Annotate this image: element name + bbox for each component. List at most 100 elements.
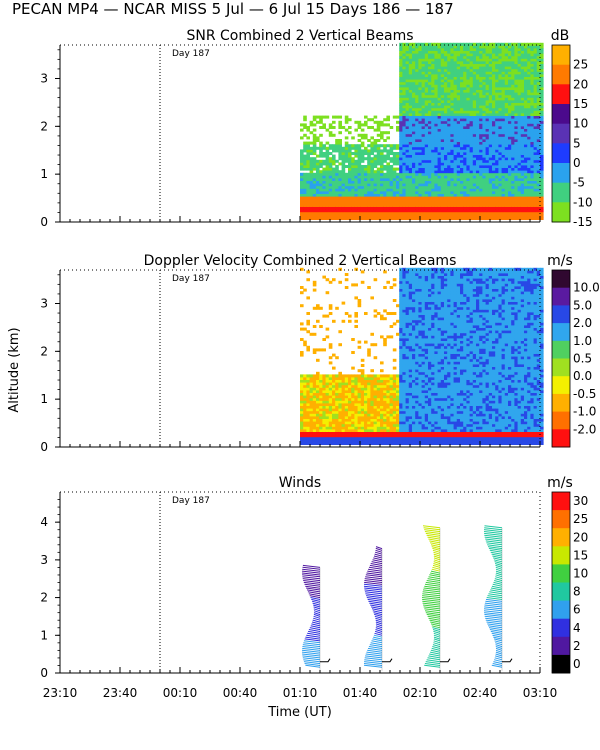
colorbar-swatch	[552, 358, 570, 377]
colorbar-swatch	[552, 376, 570, 395]
colorbar-swatch	[552, 45, 570, 66]
y-tick-label: 3	[40, 71, 48, 85]
y-tick-label: 0	[40, 440, 48, 454]
colorbar-label: -1.0	[573, 405, 596, 419]
colorbar-label: 6	[573, 603, 581, 617]
figure-title: PECAN MP4 — NCAR MISS 5 Jul — 6 Jul 15 D…	[12, 0, 454, 18]
wind-profile	[363, 546, 393, 672]
colorbar-swatch	[552, 340, 570, 359]
colorbar-label: -5	[573, 176, 585, 190]
panel-data	[300, 42, 544, 220]
doppler-panel: Day 187 0 1 2 3 Doppler Velocity Combined 2 V…	[40, 253, 599, 454]
y-tick-label: 2	[40, 119, 48, 133]
colorbar-swatch	[552, 429, 570, 448]
wind-profile	[421, 525, 451, 672]
y-tick-label: 3	[40, 296, 48, 310]
x-tick-label: 23:40	[103, 686, 138, 700]
colorbar-label: 2	[573, 639, 581, 653]
colorbar-label: -0.5	[573, 387, 596, 401]
colorbar-swatch	[552, 143, 570, 164]
colorbar: 10.0 5.0 2.0 1.0 0.5 0.0 -0.5 -1.0 -2.0	[551, 269, 600, 448]
colorbar-label: 2.0	[573, 316, 592, 330]
colorbar-swatch	[552, 582, 570, 602]
y-tick-label: 1	[40, 167, 48, 181]
colorbar-swatch	[552, 104, 570, 125]
colorbar-label: 20	[573, 530, 588, 544]
y-tick-label: 0	[40, 215, 48, 229]
unit-label: dB	[551, 28, 570, 44]
colorbar-label: -15	[573, 215, 593, 229]
day-marker-label: Day 187	[172, 496, 210, 506]
colorbar-label: 25	[573, 512, 588, 526]
colorbar-label: 15	[573, 548, 588, 562]
unit-label: m/s	[547, 253, 573, 269]
colorbar-swatch	[552, 411, 570, 430]
panel-title: Winds	[279, 475, 321, 491]
colorbar-swatch	[552, 270, 570, 289]
x-tick-label: 01:10	[283, 686, 318, 700]
colorbar-label: 0.0	[573, 369, 592, 383]
x-tick-label: 00:10	[163, 686, 198, 700]
colorbar-label: 1.0	[573, 334, 592, 348]
colorbar-swatch	[552, 305, 570, 324]
colorbar-label: 0	[573, 156, 581, 170]
colorbar-swatch	[552, 636, 570, 656]
y-tick-label: 3	[40, 553, 48, 567]
x-tick-label: 00:40	[223, 686, 258, 700]
colorbar-label: 0.5	[573, 352, 592, 366]
x-tick-labels: 23:10 23:40 00:10 00:40 01:10 01:40 02:10 02:40…	[43, 686, 558, 700]
y-tick-label: 1	[40, 628, 48, 642]
colorbar-label: 30	[573, 494, 588, 508]
colorbar-swatch	[552, 163, 570, 184]
colorbar-swatch	[552, 202, 570, 223]
colorbar-label: 15	[573, 97, 588, 111]
day-marker-label: Day 187	[172, 49, 210, 59]
colorbar-swatch	[552, 323, 570, 342]
x-tick-label: 02:40	[463, 686, 498, 700]
day-marker-label: Day 187	[172, 274, 210, 284]
y-tick-label: 2	[40, 591, 48, 605]
x-tick-label: 03:10	[523, 686, 558, 700]
colorbar-swatch	[552, 600, 570, 620]
panel-title: SNR Combined 2 Vertical Beams	[186, 28, 413, 44]
colorbar-swatch	[552, 618, 570, 638]
colorbar-swatch	[552, 528, 570, 547]
colorbar-swatch	[552, 123, 570, 144]
colorbar-label: 10.0	[573, 281, 600, 295]
y-tick-label: 0	[40, 666, 48, 680]
x-tick-label: 23:10	[43, 686, 78, 700]
wind-profile	[483, 525, 513, 672]
x-tick-label: 02:10	[403, 686, 438, 700]
colorbar-label: 5	[573, 136, 581, 150]
colorbar: 25 20 15 10 5 0 -5 -10 -15	[551, 44, 593, 229]
colorbar-swatch	[552, 654, 570, 674]
colorbar-label: 10	[573, 567, 588, 581]
colorbar-label: 4	[573, 621, 581, 635]
colorbar-label: 10	[573, 117, 588, 131]
colorbar-label: 5.0	[573, 298, 592, 312]
colorbar-label: 25	[573, 58, 588, 72]
colorbar-label: -10	[573, 195, 593, 209]
snr-panel: Day 187 0 1 2 3 SNR Combined 2 Vertical Beams…	[40, 28, 592, 229]
x-axis-label: Time (UT)	[267, 705, 332, 720]
colorbar-swatch	[552, 546, 570, 565]
y-tick-label: 2	[40, 344, 48, 358]
colorbar-swatch	[552, 510, 570, 529]
y-axis-label: Altitude (km)	[7, 327, 22, 412]
colorbar-swatch	[552, 393, 570, 413]
colorbar-label: 20	[573, 77, 588, 91]
panel-data	[301, 525, 513, 672]
colorbar-label: 8	[573, 585, 581, 599]
colorbar-swatch	[552, 492, 570, 511]
y-tick-label: 4	[40, 515, 48, 529]
colorbar-label: 0	[573, 657, 581, 671]
y-tick-label: 1	[40, 392, 48, 406]
colorbar-swatch	[552, 182, 570, 203]
colorbar-swatch	[552, 84, 570, 105]
panel-data	[300, 267, 544, 445]
colorbar-swatch	[552, 564, 570, 583]
colorbar-swatch	[552, 64, 570, 85]
